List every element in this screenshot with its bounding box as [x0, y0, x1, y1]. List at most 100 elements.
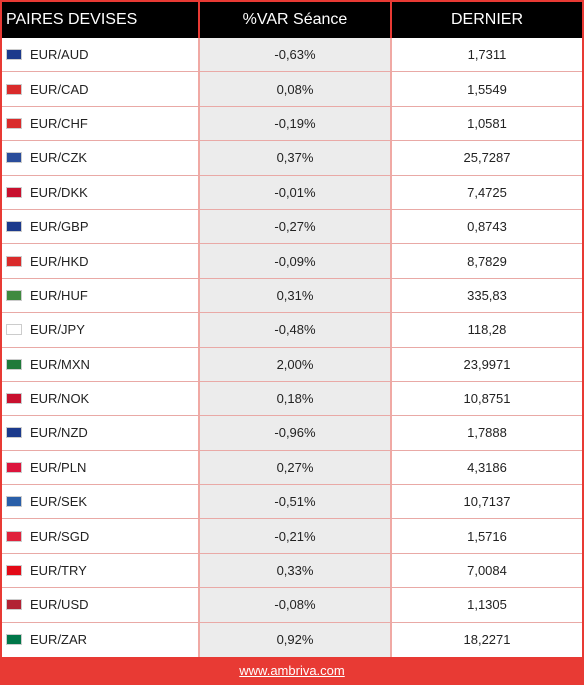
za-flag-icon	[6, 634, 22, 646]
last-cell: 0,8743	[390, 209, 582, 244]
pair-cell: EUR/HUF	[2, 278, 198, 313]
pl-flag-icon	[6, 461, 22, 473]
last-cell: 7,4725	[390, 175, 582, 209]
us-flag-icon	[6, 599, 22, 611]
pair-cell: EUR/CAD	[2, 72, 198, 106]
pair-label: EUR/SGD	[30, 528, 90, 544]
variation-cell: 0,31%	[198, 278, 390, 313]
variation-cell: -0,09%	[198, 244, 390, 278]
last-cell: 18,2271	[390, 622, 582, 658]
last-cell: 4,3186	[390, 450, 582, 485]
header-pairs: PAIRES DEVISES	[2, 2, 198, 38]
pair-label: EUR/SEK	[30, 494, 88, 510]
nz-flag-icon	[6, 427, 22, 439]
table-row: EUR/NOK 0,18% 10,8751	[2, 381, 582, 417]
last-cell: 23,9971	[390, 347, 582, 381]
table-row: EUR/HKD -0,09% 8,7829	[2, 244, 582, 279]
jp-flag-icon	[6, 324, 22, 336]
last-cell: 1,7311	[390, 38, 582, 72]
table-row: EUR/CAD 0,08% 1,5549	[2, 72, 582, 107]
variation-cell: 0,33%	[198, 553, 390, 588]
table-row: EUR/CZK 0,37% 25,7287	[2, 141, 582, 176]
pair-cell: EUR/SGD	[2, 519, 198, 553]
ch-flag-icon	[6, 117, 22, 129]
pair-label: EUR/USD	[30, 597, 89, 613]
table-row: EUR/USD -0,08% 1,1305	[2, 588, 582, 623]
last-cell: 335,83	[390, 278, 582, 313]
pair-cell: EUR/CHF	[2, 106, 198, 141]
pair-label: EUR/CAD	[30, 81, 89, 97]
variation-cell: -0,01%	[198, 175, 390, 209]
pair-label: EUR/NOK	[30, 391, 90, 407]
last-cell: 1,0581	[390, 106, 582, 141]
variation-cell: 0,37%	[198, 141, 390, 175]
variation-cell: -0,21%	[198, 519, 390, 553]
last-cell: 1,5549	[390, 72, 582, 106]
table-row: EUR/ZAR 0,92% 18,2271	[2, 622, 582, 658]
pair-label: EUR/HUF	[30, 287, 88, 303]
last-cell: 10,7137	[390, 485, 582, 519]
table-row: EUR/NZD -0,96% 1,7888	[2, 416, 582, 451]
gb-flag-icon	[6, 221, 22, 233]
variation-cell: -0,08%	[198, 588, 390, 622]
table-header: PAIRES DEVISES %VAR Séance DERNIER	[2, 2, 582, 38]
pair-label: EUR/HKD	[30, 253, 89, 269]
last-cell: 10,8751	[390, 381, 582, 416]
pair-cell: EUR/HKD	[2, 244, 198, 278]
sg-flag-icon	[6, 530, 22, 542]
pair-cell: EUR/CZK	[2, 141, 198, 175]
pair-label: EUR/CHF	[30, 115, 88, 131]
variation-cell: -0,63%	[198, 38, 390, 72]
variation-cell: -0,51%	[198, 485, 390, 519]
tr-flag-icon	[6, 565, 22, 577]
pair-cell: EUR/DKK	[2, 175, 198, 209]
mx-flag-icon	[6, 358, 22, 370]
ca-flag-icon	[6, 83, 22, 95]
last-cell: 1,7888	[390, 416, 582, 450]
last-cell: 8,7829	[390, 244, 582, 278]
variation-cell: -0,96%	[198, 416, 390, 450]
pair-cell: EUR/ZAR	[2, 622, 198, 658]
last-cell: 1,5716	[390, 519, 582, 553]
table-row: EUR/SGD -0,21% 1,5716	[2, 519, 582, 554]
pair-label: EUR/NZD	[30, 425, 88, 441]
table-row: EUR/AUD -0,63% 1,7311	[2, 38, 582, 73]
no-flag-icon	[6, 393, 22, 405]
variation-cell: -0,27%	[198, 209, 390, 244]
variation-cell: 0,27%	[198, 450, 390, 485]
cz-flag-icon	[6, 152, 22, 164]
table-row: EUR/PLN 0,27% 4,3186	[2, 450, 582, 486]
pair-cell: EUR/SEK	[2, 485, 198, 519]
table-row: EUR/JPY -0,48% 118,28	[2, 313, 582, 348]
se-flag-icon	[6, 496, 22, 508]
dk-flag-icon	[6, 186, 22, 198]
pair-cell: EUR/NOK	[2, 381, 198, 416]
table-row: EUR/GBP -0,27% 0,8743	[2, 209, 582, 245]
last-cell: 118,28	[390, 313, 582, 347]
table-row: EUR/TRY 0,33% 7,0084	[2, 553, 582, 589]
header-last: DERNIER	[390, 2, 582, 38]
pair-label: EUR/JPY	[30, 322, 85, 338]
pair-cell: EUR/MXN	[2, 347, 198, 381]
variation-cell: -0,19%	[198, 106, 390, 141]
variation-cell: 2,00%	[198, 347, 390, 381]
hu-flag-icon	[6, 289, 22, 301]
currency-table: PAIRES DEVISES %VAR Séance DERNIER EUR/A…	[2, 2, 582, 658]
au-flag-icon	[6, 49, 22, 61]
table-row: EUR/CHF -0,19% 1,0581	[2, 106, 582, 142]
last-cell: 25,7287	[390, 141, 582, 175]
pair-cell: EUR/PLN	[2, 450, 198, 485]
table-row: EUR/DKK -0,01% 7,4725	[2, 175, 582, 210]
pair-cell: EUR/JPY	[2, 313, 198, 347]
pair-cell: EUR/GBP	[2, 209, 198, 244]
pair-label: EUR/PLN	[30, 459, 87, 475]
pair-label: EUR/ZAR	[30, 632, 88, 648]
pair-cell: EUR/USD	[2, 588, 198, 622]
header-variation: %VAR Séance	[198, 2, 390, 38]
footer-link[interactable]: www.ambriva.com	[239, 662, 345, 678]
pair-label: EUR/DKK	[30, 184, 88, 200]
pair-label: EUR/AUD	[30, 47, 89, 63]
last-cell: 7,0084	[390, 553, 582, 588]
table-row: EUR/MXN 2,00% 23,9971	[2, 347, 582, 382]
footer: www.ambriva.com	[0, 655, 584, 685]
